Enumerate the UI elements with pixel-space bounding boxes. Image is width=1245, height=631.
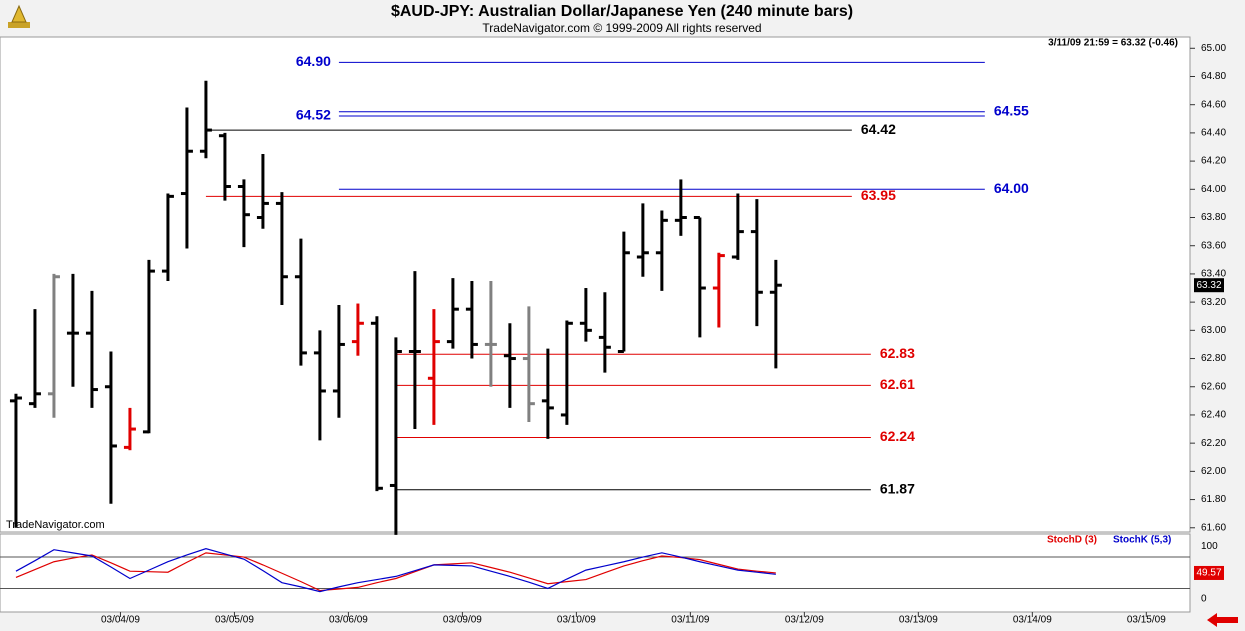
y-tick-label: 63.20 xyxy=(1201,297,1226,308)
level-label: 62.24 xyxy=(880,428,915,444)
level-label: 61.87 xyxy=(880,480,915,496)
y-tick-label: 61.80 xyxy=(1201,494,1226,505)
x-tick-label: 03/04/09 xyxy=(101,615,140,626)
x-tick-label: 03/12/09 xyxy=(785,615,824,626)
y-tick-label: 64.80 xyxy=(1201,71,1226,82)
y-tick-label: 62.00 xyxy=(1201,466,1226,477)
price-panel xyxy=(0,36,1191,533)
y-tick-label: 63.00 xyxy=(1201,325,1226,336)
last-price-box xyxy=(1194,278,1224,293)
y-tick-label: 62.40 xyxy=(1201,410,1226,421)
last-value-box xyxy=(1194,565,1224,580)
y-tick-label: 64.00 xyxy=(1201,184,1226,195)
x-tick-label: 03/13/09 xyxy=(899,615,938,626)
x-tick-label: 03/10/09 xyxy=(557,615,596,626)
y-tick-label: 64.20 xyxy=(1201,156,1226,167)
x-tick-label: 03/14/09 xyxy=(1013,615,1052,626)
y-tick-label: 63.60 xyxy=(1201,240,1226,251)
x-tick-label: 03/05/09 xyxy=(215,615,254,626)
y-tick-label: 62.80 xyxy=(1201,353,1226,364)
logo xyxy=(8,4,30,28)
quote-info: 3/11/09 21:59 = 63.32 (-0.46) xyxy=(1048,38,1178,49)
level-label: 64.55 xyxy=(994,102,1029,118)
y-tick-label: 61.60 xyxy=(1201,522,1226,533)
level-label: 63.95 xyxy=(861,187,896,203)
last-value-label: 49.57 xyxy=(1196,568,1221,579)
level-label: 64.42 xyxy=(861,121,896,137)
level-label: 64.00 xyxy=(994,180,1029,196)
y-tick-label: 64.40 xyxy=(1201,128,1226,139)
last-price-label: 63.32 xyxy=(1196,280,1221,291)
stoch-line xyxy=(15,552,776,592)
y-tick-label: 62.20 xyxy=(1201,438,1226,449)
scroll-arrow[interactable] xyxy=(1207,613,1238,627)
level-label: 62.83 xyxy=(880,345,915,361)
y-tick-label: 64.60 xyxy=(1201,99,1226,110)
x-tick-label: 03/11/09 xyxy=(671,615,710,626)
y-tick-label: 63.40 xyxy=(1201,269,1226,280)
x-tick-label: 03/06/09 xyxy=(329,615,368,626)
chart-subtitle: TradeNavigator.com © 1999-2009 All right… xyxy=(482,21,761,35)
y-tick-label: 100 xyxy=(1201,541,1218,552)
chart-title: $AUD-JPY: Australian Dollar/Japanese Yen… xyxy=(391,3,853,20)
watermark: TradeNavigator.com xyxy=(6,519,105,531)
stoch-panel xyxy=(0,533,1191,613)
legend-entry: StochD (3) xyxy=(1047,535,1097,546)
level-label: 64.52 xyxy=(296,107,331,123)
y-tick-label: 0 xyxy=(1201,594,1207,605)
stoch-line xyxy=(15,548,776,593)
legend-entry: StochK (5,3) xyxy=(1113,535,1171,546)
level-label: 64.90 xyxy=(296,53,331,69)
level-label: 62.61 xyxy=(880,376,915,392)
x-tick-label: 03/09/09 xyxy=(443,615,482,626)
x-tick-label: 03/15/09 xyxy=(1127,615,1166,626)
y-tick-label: 65.00 xyxy=(1201,43,1226,54)
y-tick-label: 62.60 xyxy=(1201,381,1226,392)
y-tick-label: 63.80 xyxy=(1201,212,1226,223)
